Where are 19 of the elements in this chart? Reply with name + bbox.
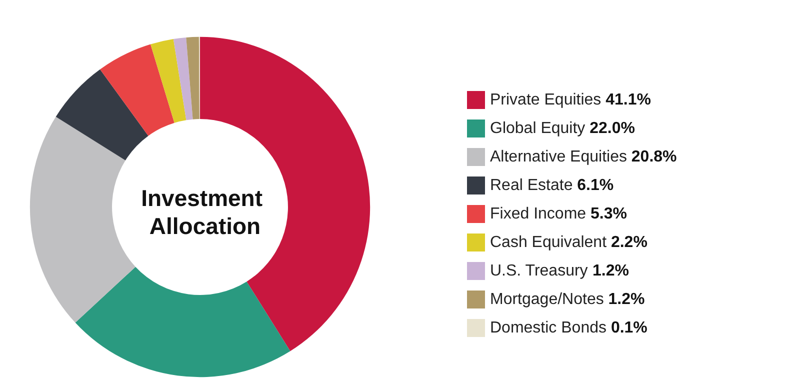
legend-label: Private Equities	[490, 92, 606, 108]
data-label: 0.1%	[610, 320, 648, 336]
data-label: 6.1%	[577, 177, 614, 194]
legend-label: Mortgage/Notes	[490, 291, 608, 308]
legend-label: Real Estate	[490, 177, 578, 194]
data-label: 20.8%	[631, 148, 677, 166]
text: Investment Allocation	[141, 185, 269, 239]
data-label: 1.2%	[592, 262, 630, 280]
data-label: 5.3%	[590, 206, 627, 222]
legend-label: Fixed Income	[490, 206, 590, 222]
data-label: 41.1%	[606, 92, 651, 108]
legend-label: U.S. Treasury	[490, 262, 592, 280]
legend-label: Alternative Equities	[490, 148, 632, 166]
data-label: 22.0%	[590, 120, 635, 137]
legend-label: Cash Equivalent	[490, 234, 611, 251]
data-label: 1.2%	[608, 291, 645, 308]
data-label: 2.2%	[610, 234, 648, 251]
legend-label: Global Equity	[490, 120, 590, 137]
legend-label: Domestic Bonds	[490, 320, 611, 336]
